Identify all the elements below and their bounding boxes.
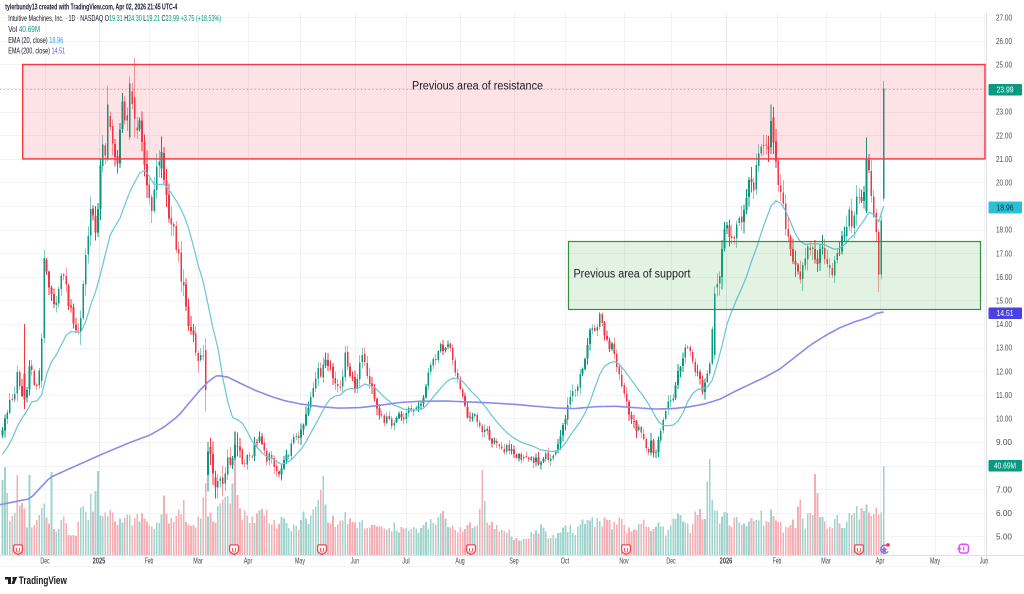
svg-text:17.00: 17.00 xyxy=(996,248,1012,258)
svg-text:15.00: 15.00 xyxy=(996,296,1012,306)
svg-text:11.00: 11.00 xyxy=(996,390,1012,400)
svg-text:Jul: Jul xyxy=(402,556,410,566)
svg-text:9.00: 9.00 xyxy=(996,437,1012,447)
svg-text:May: May xyxy=(295,556,306,566)
svg-text:14.51: 14.51 xyxy=(997,308,1014,318)
svg-text:20.00: 20.00 xyxy=(996,178,1012,188)
svg-text:Vol 40.69M: Vol 40.69M xyxy=(8,24,40,34)
svg-text:Feb: Feb xyxy=(145,556,154,566)
svg-text:Apr: Apr xyxy=(876,556,885,566)
svg-text:U: U xyxy=(857,547,862,554)
svg-text:Nov: Nov xyxy=(619,556,629,566)
svg-text:Mar: Mar xyxy=(193,556,203,566)
svg-text:U: U xyxy=(469,547,474,554)
svg-text:18.00: 18.00 xyxy=(996,225,1012,235)
svg-text:Jun: Jun xyxy=(980,556,988,566)
svg-text:40.69M: 40.69M xyxy=(994,461,1016,471)
svg-text:10.00: 10.00 xyxy=(996,414,1012,424)
svg-text:Jun: Jun xyxy=(351,556,359,566)
svg-text:Feb: Feb xyxy=(773,556,782,566)
svg-text:Apr: Apr xyxy=(244,556,253,566)
svg-text:16.00: 16.00 xyxy=(996,272,1012,282)
svg-text:Aug: Aug xyxy=(455,556,465,566)
svg-text:Previous area of support: Previous area of support xyxy=(574,269,692,281)
svg-text:Intuitive Machines, Inc. · 1D: Intuitive Machines, Inc. · 1D · NASDAQ O… xyxy=(8,13,221,23)
svg-text:27.00: 27.00 xyxy=(996,12,1012,22)
svg-text:Previous area of resistance: Previous area of resistance xyxy=(412,81,543,93)
svg-text:23.99: 23.99 xyxy=(997,85,1014,95)
svg-text:Dec: Dec xyxy=(666,556,675,566)
svg-text:23.00: 23.00 xyxy=(996,107,1012,117)
svg-text:2026: 2026 xyxy=(720,556,733,566)
svg-text:tylerbundy13 created with Trad: tylerbundy13 created with TradingView.co… xyxy=(5,2,177,12)
svg-text:18.96: 18.96 xyxy=(997,202,1014,212)
svg-text:5.00: 5.00 xyxy=(996,532,1012,542)
svg-text:U: U xyxy=(320,547,325,554)
svg-text:7.00: 7.00 xyxy=(996,484,1012,494)
svg-text:22.00: 22.00 xyxy=(996,130,1012,140)
svg-text:EMA (200, close) 14.51: EMA (200, close) 14.51 xyxy=(8,46,65,56)
svg-text:Mar: Mar xyxy=(821,556,831,566)
svg-text:U: U xyxy=(624,547,629,554)
svg-text:26.00: 26.00 xyxy=(996,36,1012,46)
svg-text:Dec: Dec xyxy=(40,556,49,566)
svg-text:Sep: Sep xyxy=(509,556,518,566)
svg-text:25.00: 25.00 xyxy=(996,60,1012,70)
svg-text:Oct: Oct xyxy=(561,556,570,566)
svg-text:U: U xyxy=(16,547,21,554)
svg-text:EMA (20, close) 18.96: EMA (20, close) 18.96 xyxy=(8,35,63,45)
svg-text:21.00: 21.00 xyxy=(996,154,1012,164)
svg-text:TradingView: TradingView xyxy=(19,575,67,587)
svg-text:U: U xyxy=(232,547,237,554)
svg-text:2025: 2025 xyxy=(93,556,106,566)
svg-text:13.00: 13.00 xyxy=(996,343,1012,353)
svg-text:6.00: 6.00 xyxy=(996,508,1012,518)
svg-text:14.00: 14.00 xyxy=(996,319,1012,329)
svg-text:May: May xyxy=(930,556,941,566)
svg-text:12.00: 12.00 xyxy=(996,366,1012,376)
